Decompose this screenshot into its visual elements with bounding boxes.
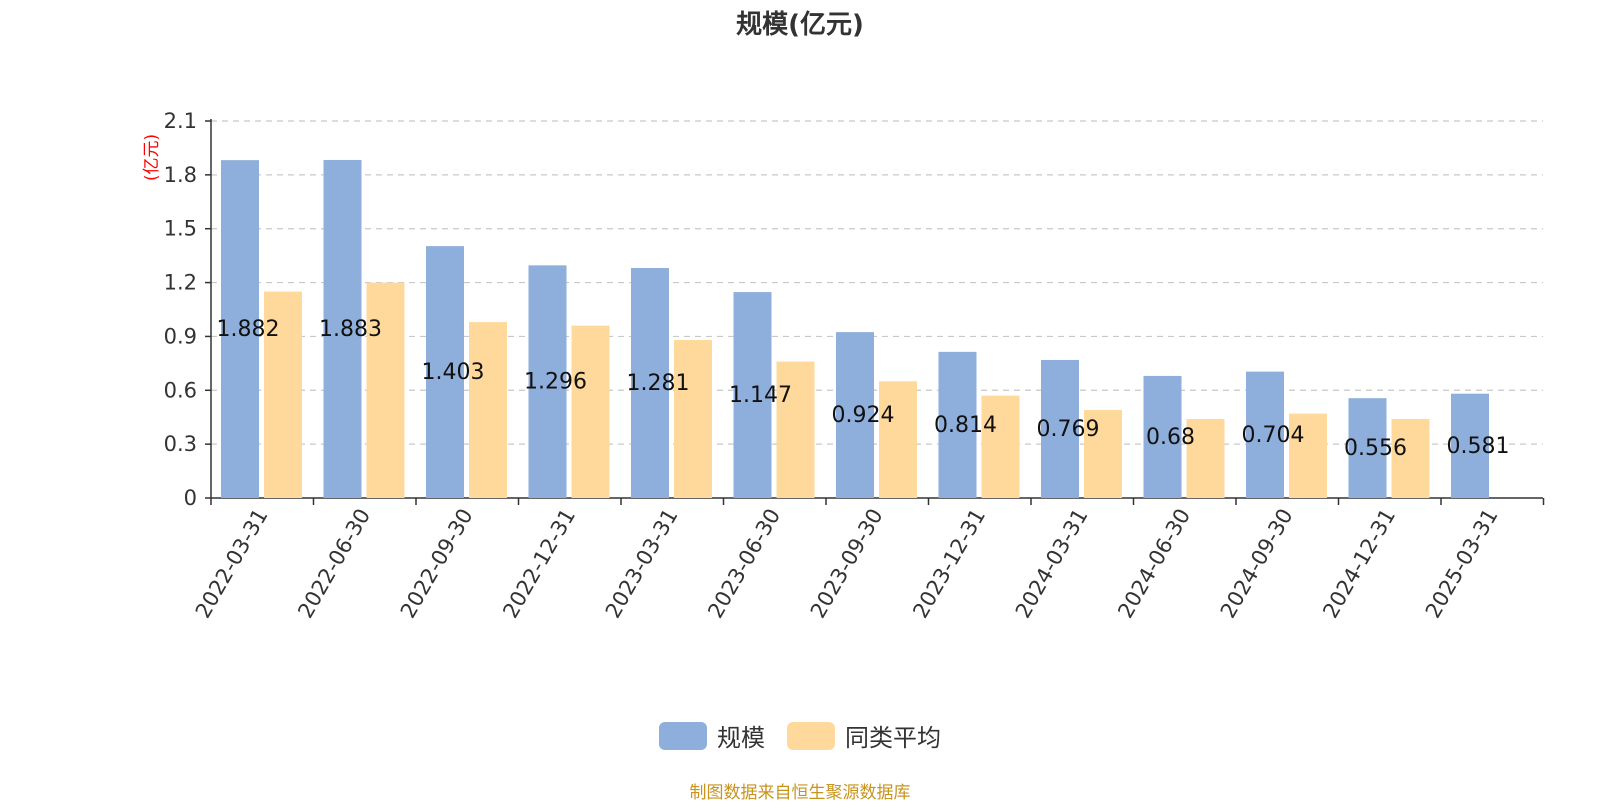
y-tick-label: 1.8 — [164, 163, 197, 187]
data-label: 0.769 — [1037, 417, 1100, 442]
y-tick-label: 2.1 — [164, 109, 197, 133]
y-tick-label: 0.6 — [164, 378, 197, 402]
y-tick-label: 0 — [184, 486, 197, 510]
bar-scale — [1348, 398, 1387, 498]
bar-scale — [836, 332, 874, 498]
y-tick-label: 1.5 — [164, 217, 197, 241]
legend-label-peer-average: 同类平均 — [845, 724, 941, 752]
data-label: 1.147 — [729, 383, 792, 408]
bar-peer-average — [1084, 410, 1122, 498]
x-tick-label: 2024-09-30 — [1216, 505, 1298, 623]
bar-peer-average — [1391, 419, 1430, 498]
x-tick-label: 2023-03-31 — [601, 505, 683, 623]
x-tick-label: 2022-06-30 — [293, 505, 375, 623]
bar-scale — [426, 246, 464, 498]
bar-peer-average — [674, 340, 712, 498]
legend-label-scale: 规模 — [717, 724, 765, 752]
x-tick-label: 2023-09-30 — [806, 505, 888, 623]
bar-scale — [938, 351, 977, 498]
bar-scale — [631, 268, 669, 498]
x-tick-label: 2022-12-31 — [498, 505, 580, 623]
x-tick-label: 2022-03-31 — [191, 505, 273, 623]
source-note: 制图数据来自恒生聚源数据库 — [689, 783, 911, 803]
data-label: 1.403 — [422, 360, 485, 385]
bar-peer-average — [981, 395, 1020, 498]
legend-swatch-peer-average — [787, 721, 835, 750]
bar-peer-average — [1289, 413, 1327, 498]
bar-peer-average — [1186, 419, 1225, 498]
x-tick-label: 2024-12-31 — [1318, 505, 1400, 623]
x-tick-label: 2024-06-30 — [1113, 505, 1195, 623]
legend-swatch-scale — [659, 721, 707, 750]
data-label: 0.556 — [1344, 436, 1407, 461]
legend-item-scale[interactable]: 规模 — [659, 718, 765, 753]
x-tick-label: 2025-03-31 — [1421, 505, 1503, 623]
bar-peer-average — [776, 361, 815, 498]
legend: 规模 同类平均 — [0, 718, 1600, 753]
data-label: 0.814 — [934, 413, 997, 438]
bar-peer-average — [264, 291, 302, 498]
y-tick-label: 0.3 — [164, 432, 197, 456]
chart-title: 规模(亿元) — [736, 10, 864, 40]
data-label: 0.924 — [832, 403, 895, 428]
data-label: 1.281 — [627, 371, 690, 396]
bar-peer-average — [469, 322, 507, 498]
x-tick-label: 2022-09-30 — [396, 505, 478, 623]
bar-scale — [221, 160, 259, 499]
data-label: 0.704 — [1242, 423, 1305, 448]
bar-peer-average — [571, 325, 610, 498]
data-label: 1.882 — [217, 317, 280, 342]
bar-scale — [323, 159, 362, 498]
bar-peer-average — [879, 381, 917, 498]
bar-scale — [1041, 359, 1079, 498]
bar-scale — [528, 265, 567, 498]
y-tick-label: 0.9 — [164, 324, 197, 348]
bar-scale — [733, 292, 772, 498]
data-label: 1.883 — [319, 317, 382, 342]
bar-scale — [1143, 375, 1182, 498]
data-label: 0.68 — [1146, 425, 1195, 450]
y-tick-label: 1.2 — [164, 271, 197, 295]
bar-scale — [1246, 371, 1284, 498]
x-tick-label: 2024-03-31 — [1011, 505, 1093, 623]
x-tick-label: 2023-12-31 — [908, 505, 990, 623]
bar-peer-average — [366, 282, 405, 498]
x-tick-label: 2023-06-30 — [703, 505, 785, 623]
data-label: 1.296 — [524, 370, 587, 395]
bar-scale — [1451, 393, 1489, 498]
data-label: 0.581 — [1447, 434, 1510, 459]
legend-item-peer-average[interactable]: 同类平均 — [787, 718, 941, 753]
